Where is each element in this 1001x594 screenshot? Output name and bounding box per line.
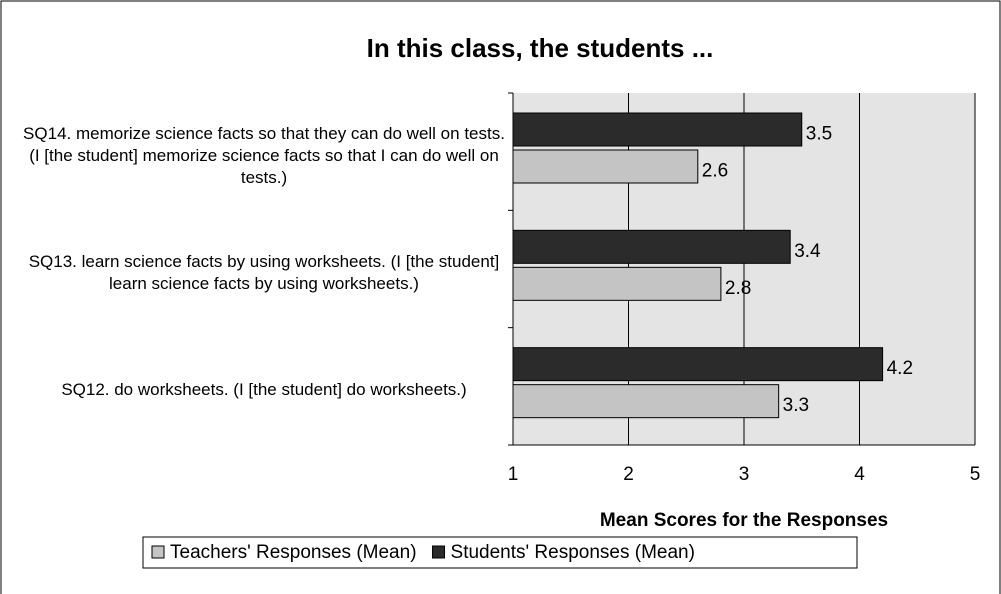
x-tick-label: 4 [854,464,865,485]
bar [512,229,791,264]
x-tick-label: 3 [739,464,750,485]
legend-swatch [432,545,446,559]
bar [512,112,803,147]
x-tick-label: 1 [508,464,519,485]
value-label: 2.6 [702,161,728,182]
category-label: SQ12. do worksheets. (I [the student] do… [61,380,467,400]
x-tick-label: 2 [623,464,634,485]
legend-box [142,536,858,569]
x-tick-label: 5 [970,464,981,485]
value-label: 2.8 [725,278,751,299]
category-label: SQ14. memorize science facts so that the… [23,123,505,187]
bar [512,347,884,382]
bar [512,266,722,301]
bar [512,384,780,419]
legend-label: Students' Responses (Mean) [451,542,695,563]
legend-swatch [151,545,165,559]
bar [512,149,699,184]
value-label: 3.5 [806,124,832,145]
x-axis-label: Mean Scores for the Responses [600,510,888,531]
value-label: 3.3 [783,395,809,416]
value-label: 3.4 [794,241,821,262]
category-label: SQ13. learn science facts by using works… [28,252,500,293]
value-label: 4.2 [887,358,913,379]
legend-label: Teachers' Responses (Mean) [170,542,417,563]
chart-title: In this class, the students ... [367,33,714,63]
